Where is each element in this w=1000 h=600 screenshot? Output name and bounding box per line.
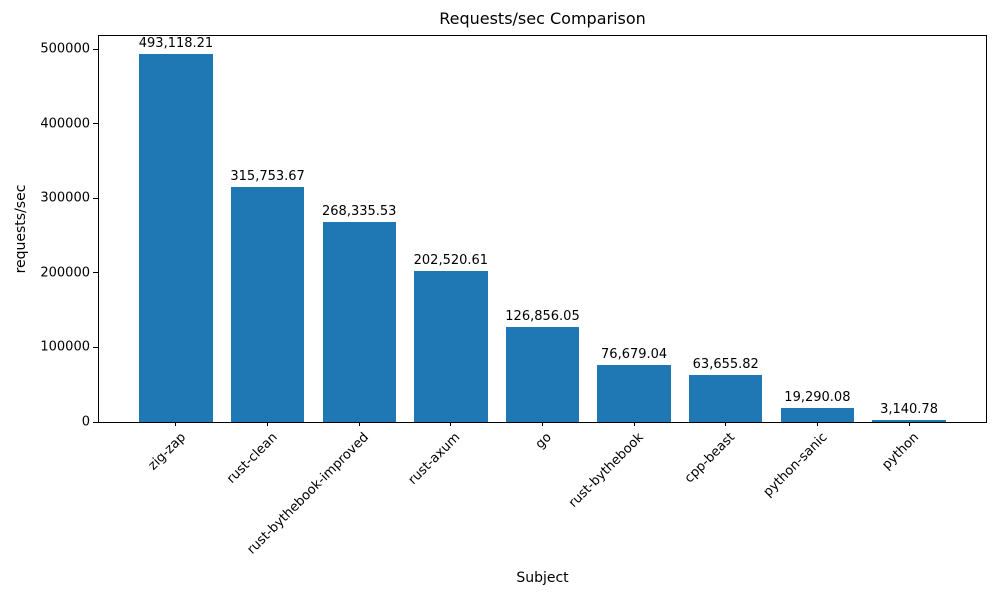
y-tick xyxy=(93,421,98,423)
bar-value-label: 202,520.61 xyxy=(413,253,489,269)
bar-value-label: 268,335.53 xyxy=(322,203,397,219)
x-tick xyxy=(908,422,910,426)
bar xyxy=(322,221,396,422)
bar xyxy=(689,374,763,422)
bar xyxy=(139,54,213,422)
bar-value-label: 315,753.67 xyxy=(230,168,305,184)
x-tick xyxy=(633,422,635,426)
bar-value-label: 63,655.82 xyxy=(692,356,759,372)
y-tick xyxy=(93,346,98,348)
y-tick xyxy=(93,123,98,125)
x-tick-label: python-sanic xyxy=(760,430,831,500)
x-tick-label: rust-bythebook xyxy=(566,430,647,511)
bar xyxy=(780,407,855,422)
bar-value-label: 76,679.04 xyxy=(601,346,668,362)
x-tick xyxy=(450,422,452,426)
x-tick xyxy=(816,422,818,426)
bar xyxy=(414,271,488,422)
x-axis-label: Subject xyxy=(516,570,569,586)
x-tick-label: rust-clean xyxy=(223,430,281,487)
bar-value-label: 493,118.21 xyxy=(138,36,214,52)
bar xyxy=(872,419,946,422)
y-tick-label: 300000 xyxy=(40,190,90,206)
x-tick xyxy=(358,422,360,426)
y-tick xyxy=(93,197,98,199)
bar xyxy=(597,364,671,422)
plot-area: 0 100000 200000 300000 400000 500000 493,118.2… xyxy=(40,35,987,557)
bar xyxy=(505,327,580,422)
y-axis-label: requests/sec xyxy=(13,184,29,274)
y-tick-label: 400000 xyxy=(40,116,90,132)
y-tick-label: 500000 xyxy=(40,41,90,57)
bar-value-label: 19,290.08 xyxy=(784,389,851,405)
x-tick-label: cpp-beast xyxy=(682,430,739,487)
x-tick xyxy=(725,422,727,426)
x-tick-label: zig-zap xyxy=(145,430,189,474)
x-tick xyxy=(542,422,543,426)
bar-value-label: 3,140.78 xyxy=(880,401,938,417)
x-tick-label: rust-axum xyxy=(405,430,464,488)
x-tick xyxy=(175,422,177,426)
y-tick-label: 200000 xyxy=(40,265,90,281)
x-tick-label: go xyxy=(533,430,556,453)
x-tick-label: python xyxy=(878,430,922,473)
y-tick-label: 0 xyxy=(81,414,90,430)
bar-value-label: 126,856.05 xyxy=(505,309,580,325)
y-tick xyxy=(93,272,98,274)
y-tick xyxy=(93,48,98,50)
chart-title: Requests/sec Comparison xyxy=(439,9,646,28)
x-tick xyxy=(267,422,269,426)
y-tick-label: 100000 xyxy=(40,339,90,355)
bar xyxy=(230,186,305,422)
